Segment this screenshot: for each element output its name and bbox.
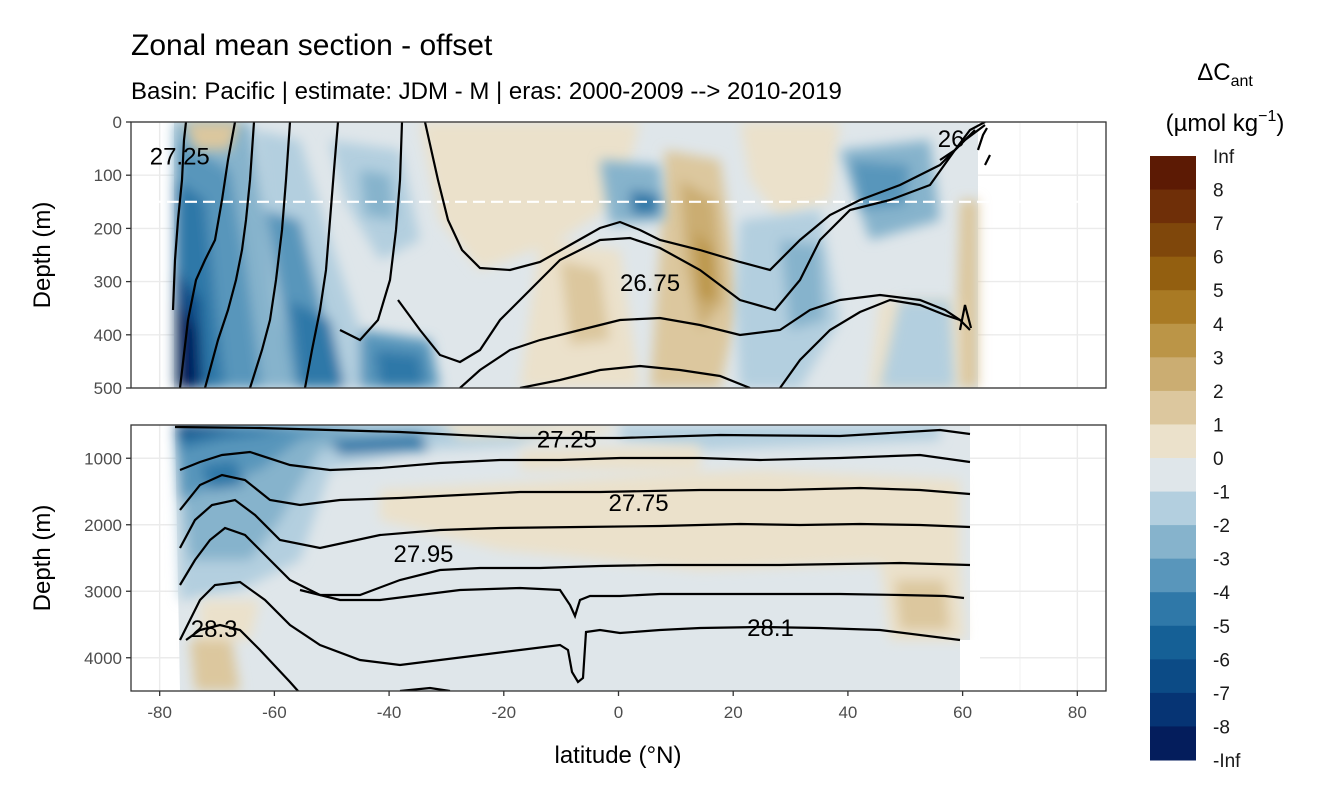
y-tick-label: 2000 — [84, 516, 122, 535]
lower-field-land-mask — [960, 640, 980, 691]
legend-swatch — [1150, 625, 1196, 660]
upper-field-positive-areas — [185, 122, 978, 388]
legend-swatch — [1150, 692, 1196, 727]
x-tick-label: -20 — [492, 703, 517, 722]
legend-colorbar — [1150, 156, 1196, 761]
upper-y-ticks: 0 100 200 300 400 500 — [94, 113, 131, 398]
legend-tick-label: -8 — [1213, 717, 1230, 738]
y-tick-label: 400 — [94, 326, 122, 345]
x-axis-ticks: -80 -60 -40 -20 0 20 40 60 80 — [147, 691, 1087, 722]
lower-field-southern-negative — [175, 425, 940, 600]
contour-label: 28.1 — [747, 615, 794, 642]
x-tick-label: -40 — [377, 703, 402, 722]
legend-tick-label: -3 — [1213, 550, 1230, 571]
contour-label: 27.75 — [609, 490, 669, 517]
legend-tick-label: 8 — [1213, 181, 1224, 202]
lower-contour-labels: 27.25 27.75 27.95 28.3 28.1 — [191, 427, 794, 644]
contour-label: 27.95 — [393, 541, 453, 568]
lower-panel: 1000 2000 3000 4000 27.25 27.75 27.95 28.3 28.1 — [84, 424, 1107, 692]
legend-swatch — [1150, 189, 1196, 224]
legend-tick-label: -4 — [1213, 583, 1230, 604]
legend-swatch — [1150, 558, 1196, 593]
legend-swatch — [1150, 458, 1196, 493]
y-tick-label: 3000 — [84, 582, 122, 601]
chart-title: Zonal mean section - offset — [131, 29, 493, 62]
legend-tick-label: 5 — [1213, 281, 1224, 302]
legend-swatch — [1150, 726, 1196, 761]
lower-panel-field — [174, 425, 980, 691]
legend-swatch — [1150, 223, 1196, 258]
upper-density-contours — [171, 122, 991, 388]
lower-density-contours — [174, 425, 971, 691]
contour-label: 27.25 — [150, 144, 210, 171]
x-tick-label: 20 — [724, 703, 743, 722]
x-tick-label: 80 — [1068, 703, 1087, 722]
y-tick-label: 200 — [94, 219, 122, 238]
chart-subtitle: Basin: Pacific | estimate: JDM - M | era… — [131, 78, 842, 105]
x-tick-label: 40 — [838, 703, 857, 722]
x-tick-label: 60 — [953, 703, 972, 722]
legend-title: ΔCant — [1197, 59, 1253, 90]
legend-swatch — [1150, 525, 1196, 560]
lower-y-axis-title: Depth (m) — [29, 505, 56, 612]
legend-tick-label: -1 — [1213, 483, 1230, 504]
legend-tick-label: -Inf — [1213, 751, 1241, 772]
legend-units: (µmol kg−1) — [1166, 108, 1285, 137]
legend-tick-label: 3 — [1213, 348, 1224, 369]
legend-tick-label: -2 — [1213, 516, 1230, 537]
legend-tick-label: 6 — [1213, 248, 1224, 269]
legend-tick-label: -6 — [1213, 650, 1230, 671]
legend-swatch — [1150, 592, 1196, 627]
legend-tick-label: 4 — [1213, 315, 1224, 336]
y-tick-label: 500 — [94, 379, 122, 398]
legend-swatch — [1150, 424, 1196, 459]
contour-label: 26.75 — [620, 270, 680, 297]
y-tick-label: 0 — [113, 113, 122, 132]
legend-swatch — [1150, 290, 1196, 325]
color-legend: ΔCant (µmol kg−1) Inf 8 7 6 5 4 3 2 1 0 -1 -2 -3 -4 -5… — [1150, 59, 1284, 772]
x-axis-title: latitude (°N) — [555, 742, 682, 769]
legend-tick-label: Inf — [1213, 147, 1235, 168]
upper-panel: 0 100 200 300 400 500 27.25 26.75 26 — [94, 113, 1107, 398]
contour-label: 26 — [938, 126, 965, 153]
upper-y-axis-title: Depth (m) — [29, 202, 56, 309]
legend-swatch — [1150, 390, 1196, 425]
x-tick-label: 0 — [614, 703, 623, 722]
legend-tick-label: -5 — [1213, 617, 1230, 638]
legend-labels: Inf 8 7 6 5 4 3 2 1 0 -1 -2 -3 -4 -5 -6 -7 -8 -Inf — [1213, 147, 1241, 772]
legend-swatch — [1150, 256, 1196, 291]
legend-swatch — [1150, 323, 1196, 358]
y-tick-label: 300 — [94, 273, 122, 292]
contour-label: 27.25 — [537, 427, 597, 454]
lower-y-ticks: 1000 2000 3000 4000 — [84, 449, 131, 668]
y-tick-label: 100 — [94, 166, 122, 185]
x-tick-label: -60 — [262, 703, 287, 722]
upper-panel-field — [131, 122, 1106, 388]
legend-swatch — [1150, 491, 1196, 526]
legend-tick-label: -7 — [1213, 684, 1230, 705]
legend-tick-label: 0 — [1213, 449, 1224, 470]
x-tick-label: -80 — [147, 703, 172, 722]
y-tick-label: 4000 — [84, 649, 122, 668]
legend-tick-label: 2 — [1213, 382, 1224, 403]
contour-label: 28.3 — [191, 616, 238, 643]
legend-swatch — [1150, 357, 1196, 392]
upper-contour-labels: 27.25 26.75 26 — [150, 126, 965, 297]
upper-panel-border — [130, 121, 1107, 389]
legend-swatch — [1150, 156, 1196, 191]
legend-swatch — [1150, 659, 1196, 694]
y-tick-label: 1000 — [84, 449, 122, 468]
legend-tick-label: 1 — [1213, 415, 1224, 436]
legend-tick-label: 7 — [1213, 214, 1224, 235]
